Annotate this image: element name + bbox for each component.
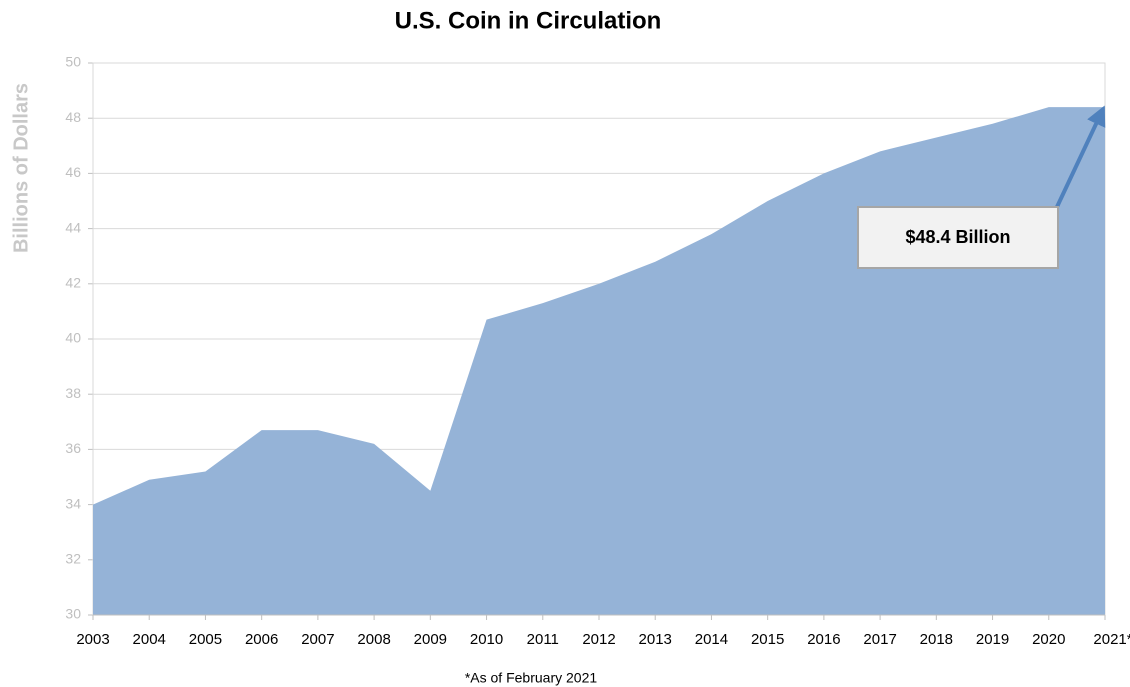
- annotation-text: $48.4 Billion: [905, 227, 1010, 247]
- y-tick-label: 34: [65, 495, 81, 511]
- y-tick-label: 42: [65, 275, 81, 291]
- y-tick-label: 36: [65, 440, 81, 456]
- annotation-box: [857, 206, 1059, 269]
- x-tick-label: 2006: [245, 631, 278, 648]
- y-tick-label: 44: [65, 219, 81, 235]
- x-tick-label: 2013: [639, 631, 672, 648]
- x-tick-label: 2003: [76, 631, 109, 648]
- x-tick-label: 2009: [414, 631, 447, 648]
- y-tick-label: 30: [65, 606, 81, 622]
- x-tick-label: 2005: [189, 631, 222, 648]
- x-tick-label: 2004: [133, 631, 166, 648]
- x-tick-label: 2018: [920, 631, 953, 648]
- y-axis-label: Billions of Dollars: [10, 83, 32, 253]
- x-tick-label: 2010: [470, 631, 503, 648]
- footnote: *As of February 2021: [465, 670, 598, 686]
- x-tick-label: 2015: [751, 631, 784, 648]
- x-tick-label: 2017: [863, 631, 896, 648]
- x-tick-label: 2020: [1032, 631, 1065, 648]
- x-tick-label: 2014: [695, 631, 728, 648]
- x-tick-label: 2011: [527, 631, 559, 648]
- x-tick-label: 2019: [976, 631, 1009, 648]
- y-tick-label: 50: [65, 54, 81, 70]
- y-tick-label: 48: [65, 109, 81, 125]
- x-tick-label: 2021*: [1093, 631, 1130, 648]
- x-tick-label: 2016: [807, 631, 840, 648]
- y-tick-label: 40: [65, 330, 81, 346]
- x-tick-label: 2008: [357, 631, 390, 648]
- y-tick-label: 46: [65, 164, 81, 180]
- x-tick-label: 2012: [582, 631, 615, 648]
- area: [93, 107, 1105, 615]
- x-tick-label: 2007: [301, 631, 334, 648]
- chart-title: U.S. Coin in Circulation: [395, 7, 662, 34]
- y-tick-label: 38: [65, 385, 81, 401]
- y-tick-label: 32: [65, 551, 81, 567]
- annotation-arrow: [1054, 105, 1106, 210]
